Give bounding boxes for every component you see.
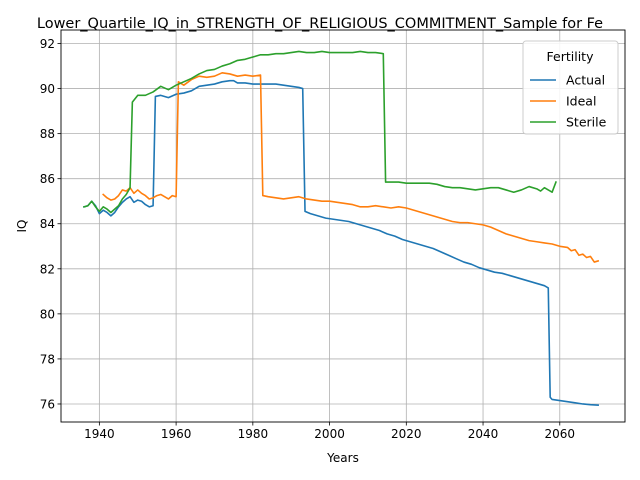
y-axis-label: IQ	[15, 220, 29, 233]
x-tick-label: 2020	[391, 427, 422, 441]
plot-area-frame	[60, 29, 626, 423]
y-tick-label: 82	[40, 262, 55, 276]
legend-title: Fertility	[547, 49, 595, 64]
series-line-actual	[83, 79, 599, 406]
x-tick-label: 2000	[314, 427, 345, 441]
x-tick-label: 1940	[84, 427, 115, 441]
x-tick-label: 1960	[161, 427, 192, 441]
legend-label-sterile: Sterile	[566, 115, 607, 130]
x-tick-label: 2060	[545, 427, 576, 441]
y-tick-label: 92	[40, 37, 55, 51]
legend-label-actual: Actual	[566, 73, 605, 88]
legend: Fertility Actual Ideal Sterile	[522, 40, 619, 135]
chart-title: Lower_Quartile_IQ_in_STRENGTH_OF_RELIGIO…	[37, 16, 603, 32]
x-tick-label: 2040	[468, 427, 499, 441]
series-line-sterile	[83, 50, 557, 214]
x-axis-label: Years	[326, 451, 359, 465]
y-tick-label: 84	[40, 217, 55, 231]
y-tick-label: 78	[40, 352, 55, 366]
y-axis: 76 78 80 82 84 86 88 90 92	[40, 37, 61, 411]
x-tick-label: 1980	[238, 427, 269, 441]
series-layer	[83, 50, 600, 406]
y-tick-label: 86	[40, 172, 55, 186]
y-tick-label: 90	[40, 82, 55, 96]
x-axis: 1940 1960 1980 2000 2020 2040 2060	[84, 422, 575, 441]
y-tick-label: 80	[40, 307, 55, 321]
legend-box	[522, 40, 619, 135]
y-tick-label: 76	[40, 397, 55, 411]
legend-label-ideal: Ideal	[566, 94, 596, 109]
series-line-ideal	[102, 72, 600, 263]
y-tick-label: 88	[40, 127, 55, 141]
